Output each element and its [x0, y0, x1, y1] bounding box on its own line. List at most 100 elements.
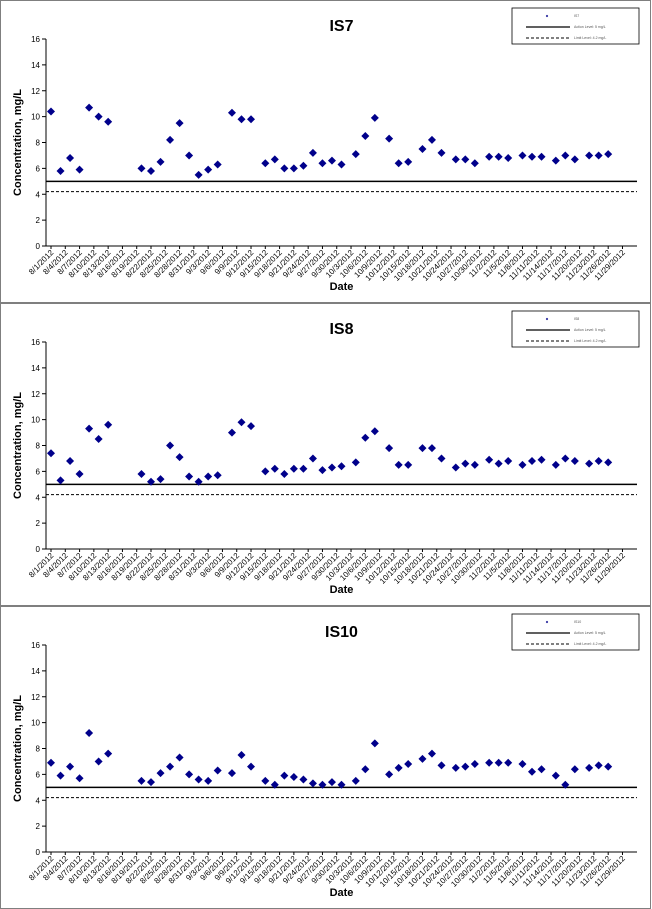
data-point	[66, 762, 75, 771]
data-point	[427, 749, 436, 758]
data-point	[437, 148, 446, 157]
data-point	[94, 112, 103, 121]
y-tick-label: 8	[36, 745, 41, 754]
data-point	[470, 159, 479, 168]
data-point	[570, 765, 579, 774]
data-point	[104, 749, 113, 758]
data-point	[437, 761, 446, 770]
data-point	[137, 164, 146, 173]
data-point	[261, 467, 270, 476]
legend-label: IS7	[574, 14, 579, 18]
data-point	[337, 160, 346, 169]
data-point	[394, 159, 403, 168]
data-point	[194, 477, 203, 486]
data-point	[75, 469, 84, 478]
data-point	[537, 152, 546, 161]
data-point	[213, 471, 222, 480]
data-point	[537, 765, 546, 774]
data-point	[351, 150, 360, 159]
data-point	[337, 780, 346, 789]
y-tick-label: 12	[31, 87, 40, 96]
data-point	[175, 753, 184, 762]
data-point	[147, 778, 156, 787]
legend-marker	[545, 317, 549, 321]
data-point	[66, 457, 75, 466]
y-tick-label: 16	[31, 338, 40, 347]
data-point	[56, 771, 65, 780]
data-point	[85, 103, 94, 112]
data-point	[594, 761, 603, 770]
data-point	[247, 422, 256, 431]
y-tick-label: 12	[31, 390, 40, 399]
data-point	[185, 472, 194, 481]
data-point	[361, 765, 370, 774]
data-point	[485, 758, 494, 767]
chart-svg: IS702468101214168/1/20128/4/20128/7/2012…	[12, 7, 640, 293]
data-point	[204, 165, 213, 174]
data-point	[418, 754, 427, 763]
data-point	[504, 154, 513, 163]
data-point	[147, 166, 156, 175]
y-tick-label: 16	[31, 641, 40, 650]
data-point	[451, 463, 460, 472]
data-point	[194, 170, 203, 179]
y-tick-label: 14	[31, 667, 40, 676]
chart-svg: IS1002468101214168/1/20128/4/20128/7/201…	[12, 613, 640, 899]
data-point	[470, 760, 479, 769]
data-point	[394, 460, 403, 469]
data-point	[351, 776, 360, 785]
data-point	[261, 159, 270, 168]
data-point	[289, 464, 298, 473]
data-point	[94, 435, 103, 444]
data-point	[604, 150, 613, 159]
data-point	[561, 151, 570, 160]
data-point	[418, 444, 427, 453]
x-axis-label: Date	[330, 281, 354, 293]
legend-marker	[545, 620, 549, 624]
y-tick-label: 2	[36, 519, 41, 528]
data-point	[56, 166, 65, 175]
y-tick-label: 6	[36, 164, 41, 173]
legend: IS10 Action Level: 5 mg/L Limit Level: 4.2…	[511, 613, 640, 651]
data-point	[280, 469, 289, 478]
y-tick-label: 8	[36, 139, 41, 148]
data-point	[427, 444, 436, 453]
data-point	[185, 770, 194, 779]
data-point	[175, 119, 184, 128]
data-point	[385, 134, 394, 143]
data-point	[299, 775, 308, 784]
y-tick-label: 10	[31, 416, 40, 425]
data-point	[104, 117, 113, 126]
chart-svg: IS802468101214168/1/20128/4/20128/7/2012…	[12, 310, 640, 596]
y-tick-label: 10	[31, 719, 40, 728]
data-point	[404, 460, 413, 469]
data-point	[585, 459, 594, 468]
data-point	[156, 769, 165, 778]
data-point	[461, 155, 470, 164]
y-axis-label: Concentration, mg/L	[12, 695, 24, 802]
data-point	[270, 464, 279, 473]
data-point	[518, 151, 527, 160]
data-point	[570, 457, 579, 466]
data-point	[527, 457, 536, 466]
y-axis-label: Concentration, mg/L	[12, 89, 24, 196]
chart-panel-is8: IS8 0 2 4 6 8 10 12 14 16 8/1/2012 8/4/2012 8/7/2012…	[0, 303, 651, 606]
data-point	[370, 739, 379, 748]
data-point	[318, 159, 327, 168]
x-axis-label: Date	[330, 584, 354, 596]
y-tick-label: 0	[36, 848, 41, 857]
data-point	[451, 155, 460, 164]
legend-label: Limit Level: 4.2 mg/L	[574, 642, 606, 646]
data-point	[247, 115, 256, 124]
data-point	[327, 778, 336, 787]
data-point	[518, 760, 527, 769]
data-point	[227, 769, 236, 778]
y-tick-label: 2	[36, 216, 41, 225]
data-point	[604, 458, 613, 467]
data-point	[537, 455, 546, 464]
data-point	[299, 464, 308, 473]
data-point	[585, 763, 594, 772]
data-point	[237, 418, 246, 427]
data-point	[594, 457, 603, 466]
y-tick-label: 6	[36, 467, 41, 476]
